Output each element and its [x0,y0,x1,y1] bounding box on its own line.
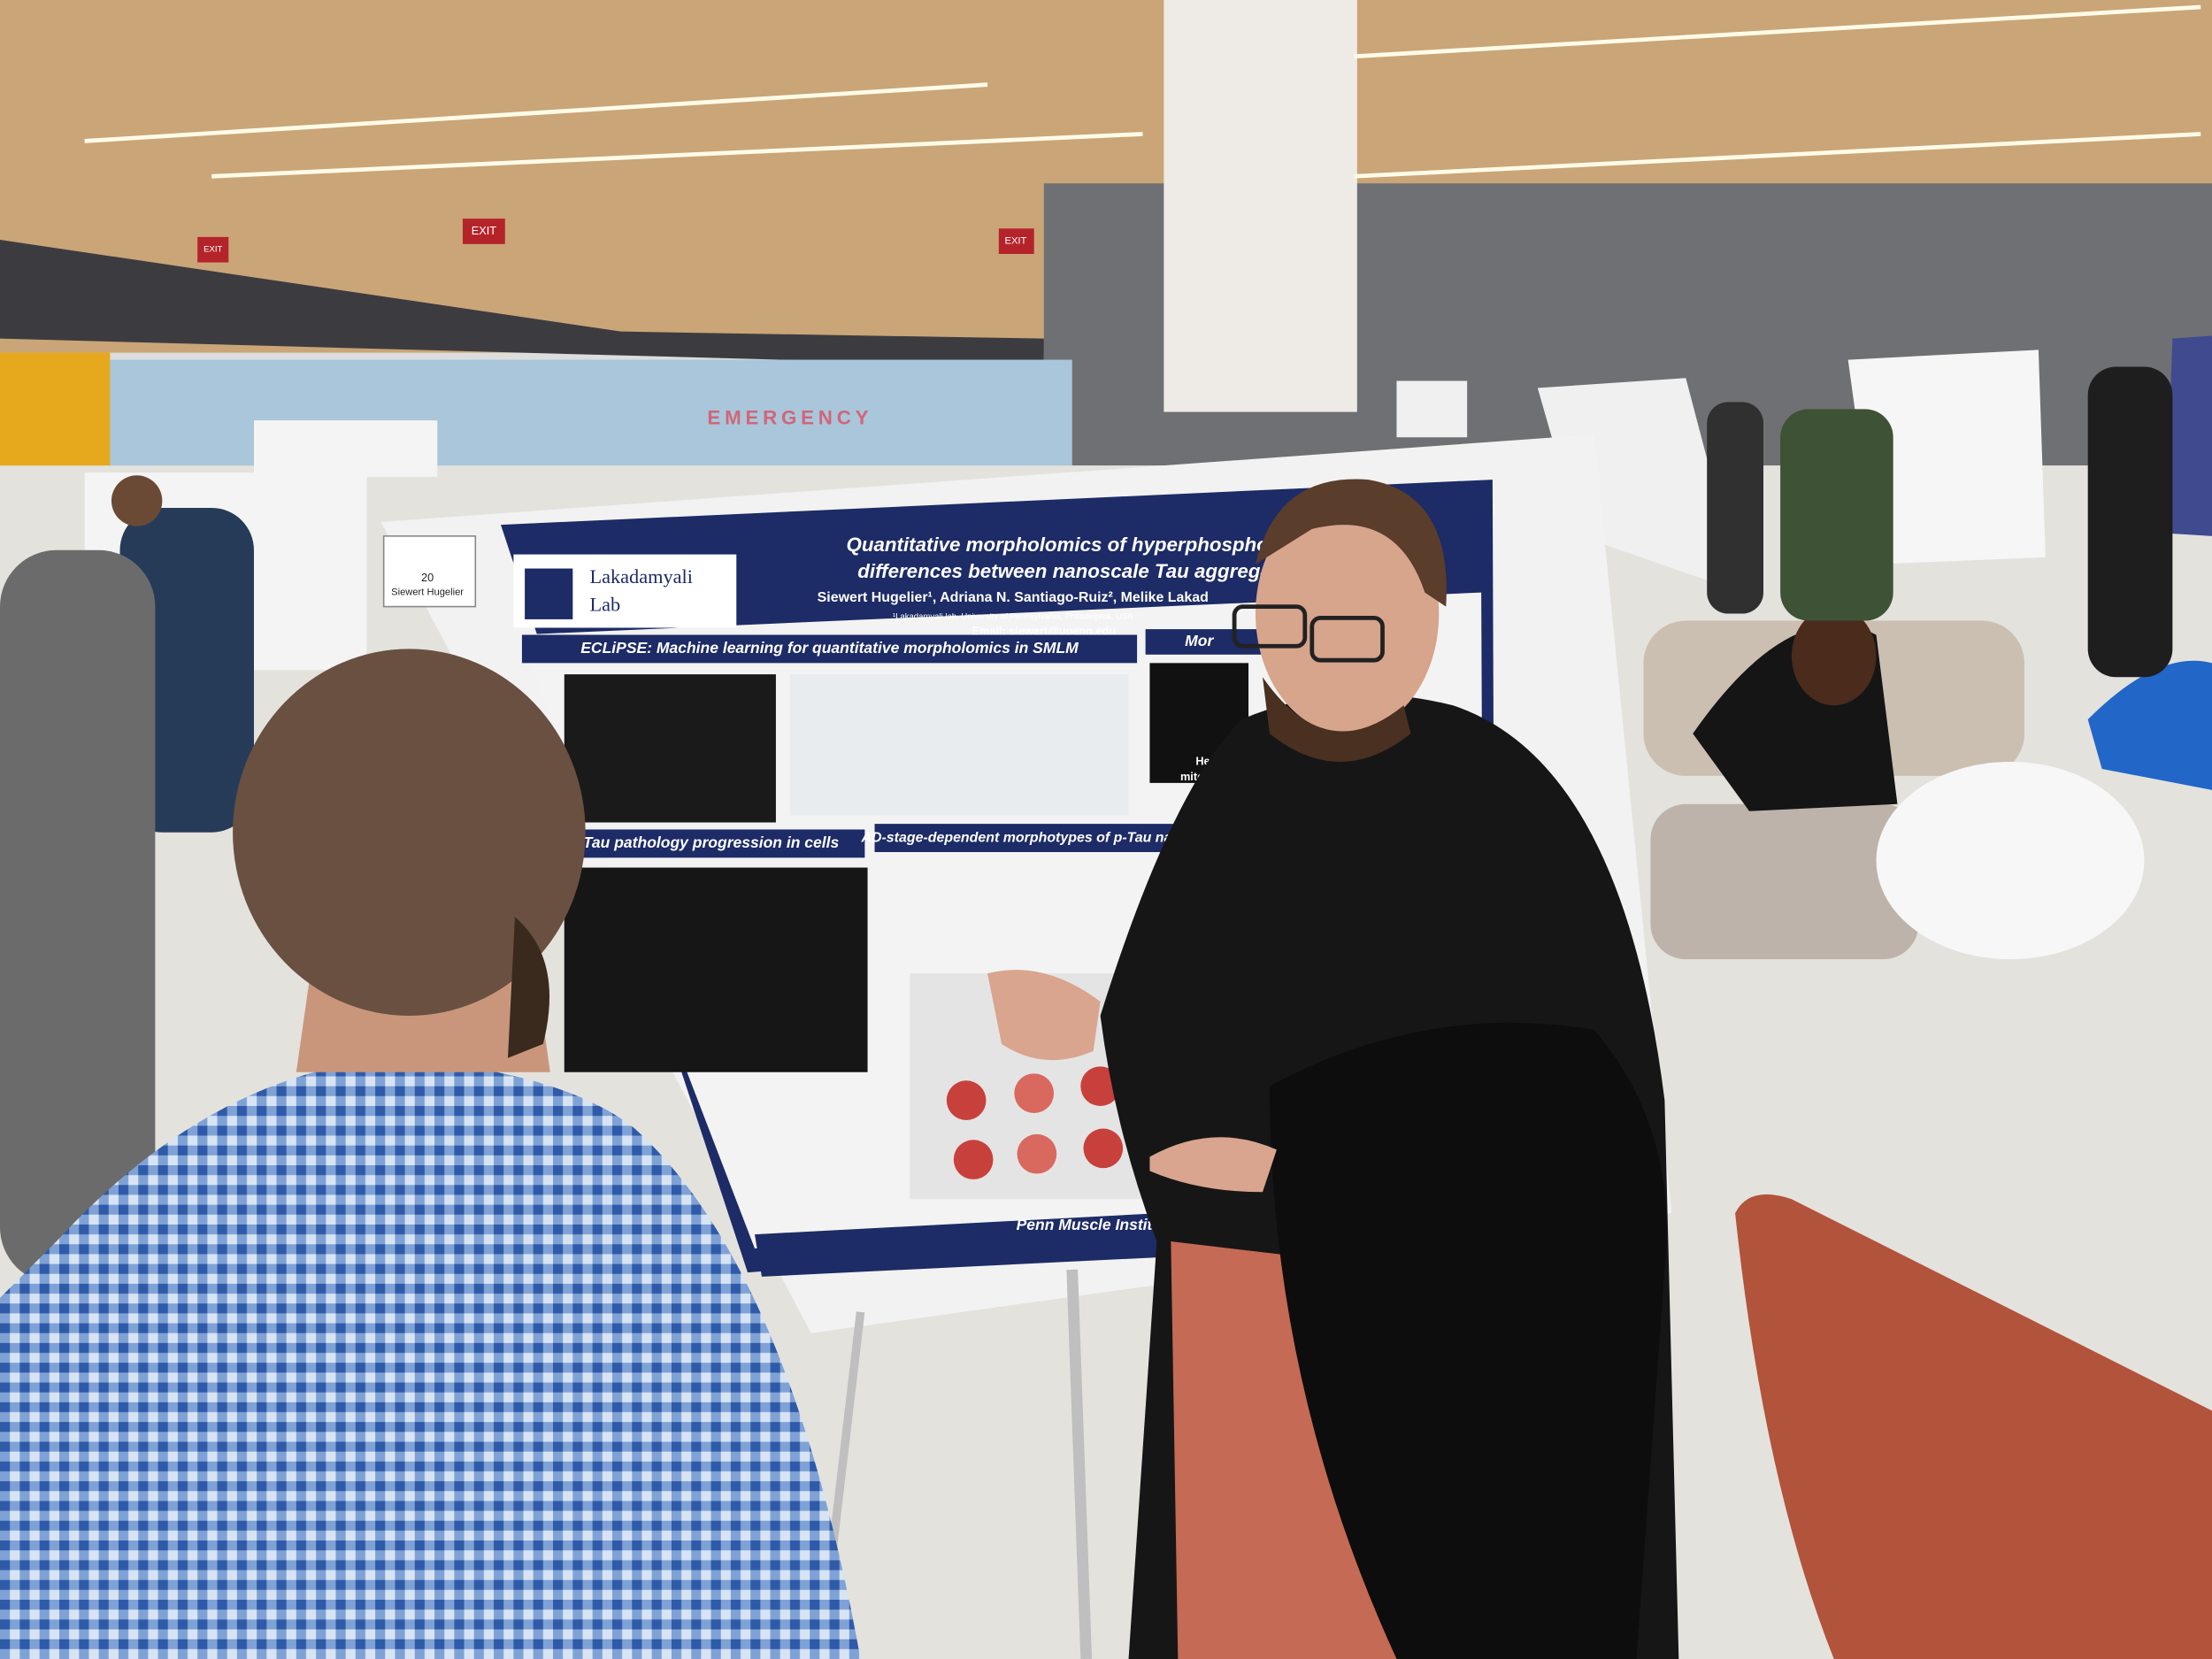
windows [84,359,1072,480]
background-poster [1847,349,2046,565]
figure-panel [564,867,868,1072]
section-title: Tau pathology progression in cells [583,833,840,851]
figure-blob [1014,1073,1055,1113]
exit-text: EXIT [1005,236,1027,247]
background-poster [2165,335,2212,536]
presenter-hand [1149,1137,1277,1193]
exit-sign [197,236,229,263]
logo-text: Lakadamyali [589,565,692,588]
person-head [111,475,163,526]
poster-email: Email: siewert@upenn.edu [972,625,1117,638]
background-poster [1396,380,1468,438]
easel-leg [827,1311,865,1553]
exit-text: EXIT [472,224,497,237]
blue-chair [2087,660,2212,790]
logo-text: Lab [589,594,620,616]
armchair [1650,803,1919,960]
figure-blob [953,1140,994,1179]
section-title: Mor [1185,632,1214,649]
exit-sign [998,228,1034,254]
glasses [1232,604,1308,649]
person [1707,402,1763,614]
glasses [1310,615,1385,663]
yellow-wall [0,352,111,480]
poster-affiliation: ¹Lakadamyali lab, University of Pennsylv… [893,611,1133,621]
figure-blob [946,1080,987,1120]
ceiling-lights [84,4,2201,179]
presenter-beard [1262,677,1411,762]
section-bar [521,634,1138,664]
easel-leg [1066,1269,1093,1659]
figure-panel [789,674,1129,816]
light [1354,4,2201,59]
exit-text: EXIT [204,245,222,255]
person [0,549,156,1284]
figure-panel [564,674,776,823]
name-tag [382,535,477,608]
penn-shield [525,568,573,619]
light [1354,132,2201,179]
pillar [1164,0,1357,412]
poster-number: 20 [421,571,434,584]
table [1876,761,2145,960]
figure-blob [1083,1128,1124,1169]
presenter-head [1256,494,1440,734]
presenter-hair [1256,479,1447,607]
section-bar [557,829,865,858]
exit-sign [462,219,505,244]
ceiling-soffit [0,240,1044,367]
presenter-name: Siewert Hugelier [391,588,464,598]
poster-authors: Siewert Hugelier¹, Adriana N. Santiago-R… [818,590,1209,605]
figure-blob [1017,1133,1057,1174]
viewer-shirt [0,1057,861,1659]
presenter-jacket [1269,1022,1667,1659]
section-title: ECLiPSE: Machine learning for quantitati… [580,639,1079,657]
section-title: AD-stage-dependent morphotypes of p-Tau … [860,830,1232,845]
presenter-hand [987,970,1101,1061]
seated-head [1791,606,1877,706]
orange-chair [1735,1194,2212,1659]
person [1780,409,1893,621]
viewer-beard [507,917,550,1058]
background-poster [253,420,438,477]
light [84,82,988,143]
light [211,132,1143,179]
viewer-head [233,649,586,1016]
person [2087,366,2173,678]
building-sign: EMERGENCY [707,406,872,428]
